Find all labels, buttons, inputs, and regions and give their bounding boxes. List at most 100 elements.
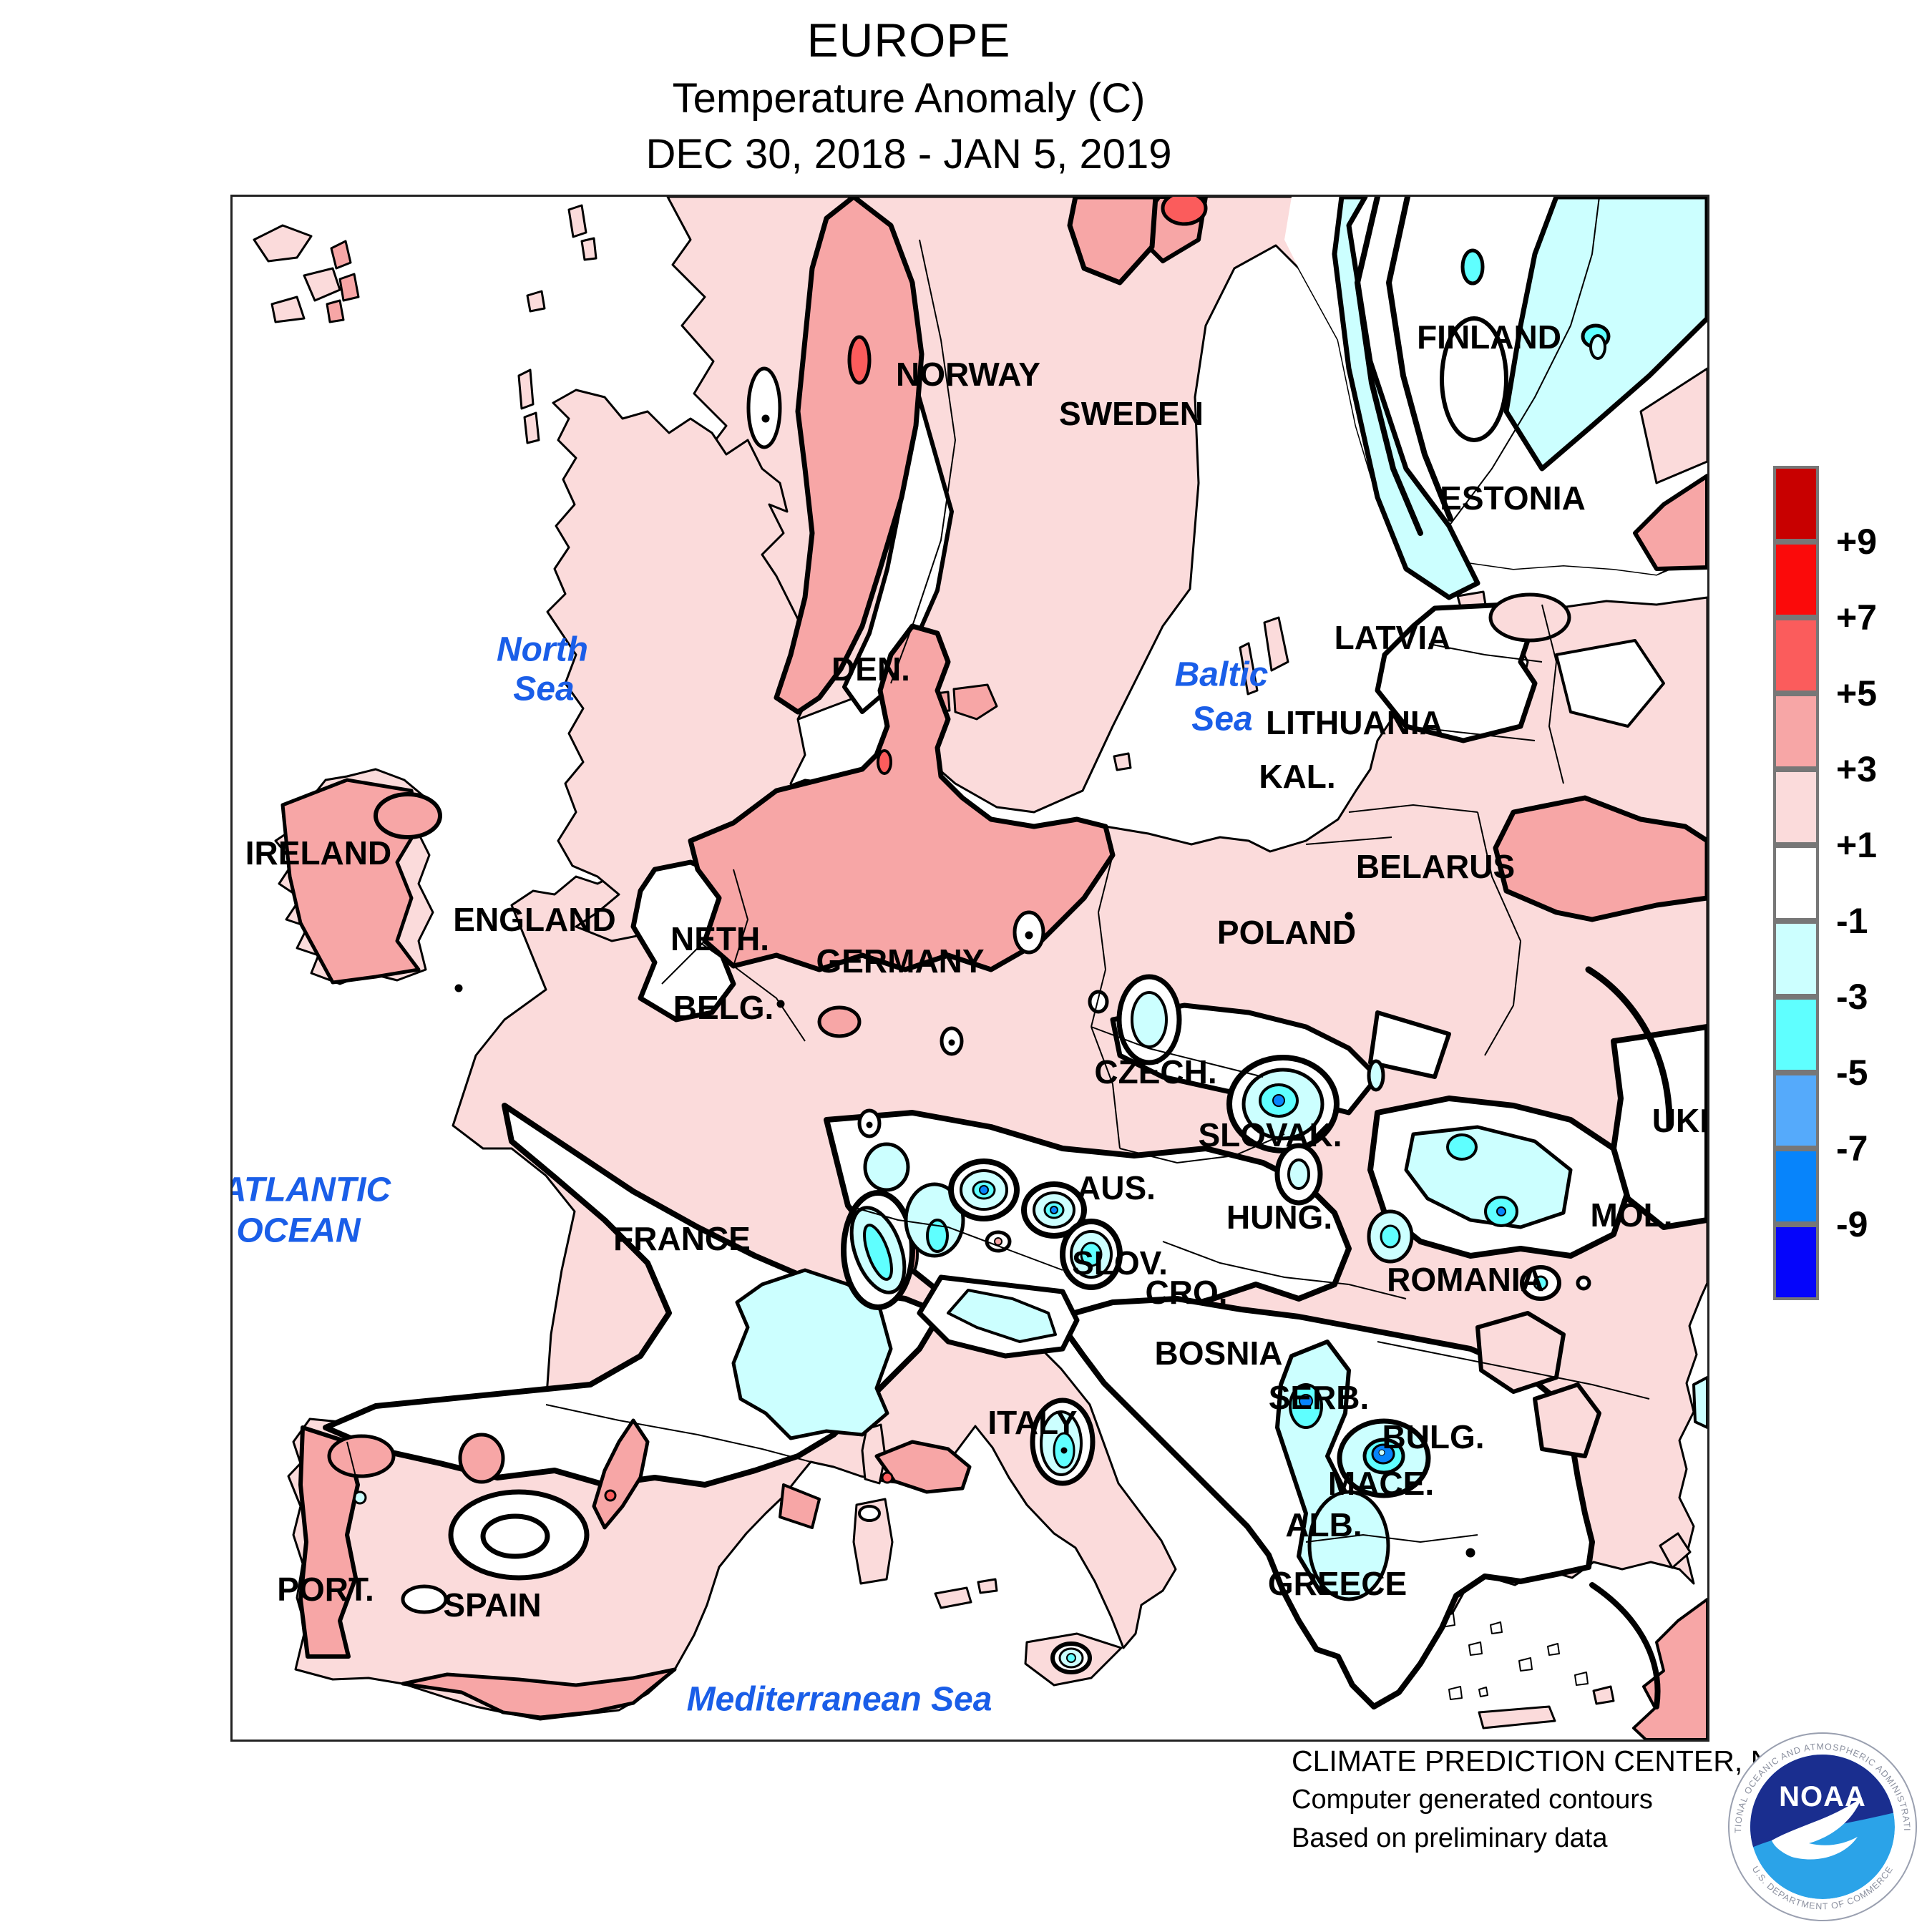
- logo-emblem: [1750, 1755, 1895, 1899]
- border-latvia-lithuania: [1405, 726, 1536, 741]
- salmon-spain-nw-blob: [327, 1434, 396, 1478]
- border-kal-poland: [1305, 836, 1392, 845]
- legend-swatch-ltm9: [1773, 1224, 1819, 1300]
- salmon-belarus-blob: [1493, 795, 1707, 922]
- map-canvas: [233, 197, 1707, 1740]
- salmon-russia-east-edge: [1633, 474, 1707, 571]
- label-hungary: HUNG.: [1226, 1199, 1333, 1236]
- legend-swatch-5-7: [1773, 618, 1819, 693]
- white-poland-corridor: [1368, 1010, 1451, 1079]
- border-poland-czech: [1091, 1026, 1264, 1078]
- white-pskov: [1555, 639, 1665, 728]
- legend-tick-p7: +7: [1836, 597, 1878, 638]
- blue-dot-tatra: [1272, 1094, 1285, 1107]
- cyan-dot-sicily: [1066, 1653, 1076, 1663]
- label-austria: AUS.: [1077, 1169, 1156, 1206]
- border-spain-portugal: [338, 1441, 359, 1657]
- border-estonia-latvia: [1428, 643, 1543, 663]
- label-croatia: CRO.: [1145, 1274, 1228, 1311]
- label-macedonia: MACE.: [1327, 1465, 1435, 1502]
- white-finland-hole: [1440, 316, 1508, 442]
- salmon-catalonia: [779, 1483, 821, 1529]
- label-kaliningrad: KAL.: [1259, 758, 1336, 795]
- contour-finland-diagonal-1: [1354, 197, 1423, 536]
- cyan-romania-1: [1446, 1133, 1478, 1161]
- white-dot-bulgaria: [1378, 1449, 1385, 1456]
- island-balearics: [934, 1578, 998, 1609]
- ring-dot-germany-1-core: [1025, 931, 1033, 940]
- label-albania: ALB.: [1285, 1506, 1362, 1543]
- label-sweden: SWEDEN: [1059, 395, 1204, 432]
- border-germany-czech: [1091, 1026, 1121, 1149]
- ring-dot-layer: [454, 366, 1475, 1559]
- dot-aegean: [1465, 1548, 1475, 1558]
- label-spain: SPAIN: [443, 1586, 542, 1624]
- legend-tick-p5: +5: [1836, 673, 1878, 713]
- legend-tick-m1: -1: [1836, 901, 1868, 941]
- salmon-germany-south-spot: [817, 1005, 862, 1038]
- island-crimea-blob: [1659, 1532, 1692, 1569]
- dot-poland-ne: [1345, 912, 1353, 920]
- red-core-layer: [604, 197, 1208, 1502]
- red-core-norway: [847, 335, 872, 385]
- island-shetland-orkney: [526, 204, 597, 313]
- salmon-spain-center-blob: [458, 1433, 505, 1484]
- salmon-spain-diagonal: [592, 1418, 650, 1530]
- page-date-range: DEC 30, 2018 - JAN 5, 2019: [645, 131, 1172, 177]
- cyan-alps-c: [926, 1219, 949, 1253]
- lightcyan-small-east: [1367, 1059, 1385, 1092]
- label-north-sea-1: North: [497, 630, 588, 669]
- legend-swatch-m7-m9: [1773, 1148, 1819, 1224]
- legend-swatch-1-3: [1773, 769, 1819, 845]
- label-baltic-sea-1: Baltic: [1174, 655, 1269, 694]
- contour-finland-diagonal-2: [1385, 197, 1453, 522]
- legend-swatch-3-5: [1773, 693, 1819, 769]
- blue-dot-alps-e: [1050, 1206, 1058, 1214]
- seagull-icon: [1772, 1797, 1862, 1860]
- border-france-alps: [847, 1205, 1063, 1271]
- pink-dot-alps: [994, 1237, 1002, 1246]
- red-core-lapland: [1161, 197, 1208, 226]
- blue-dot-romania: [1496, 1206, 1506, 1216]
- label-ukraine: UKR.: [1652, 1102, 1707, 1139]
- pink-dobruja-wedge: [1533, 1382, 1601, 1458]
- legend-tick-p3: +3: [1836, 749, 1878, 789]
- border-norway-sweden: [890, 239, 957, 684]
- ring-dot-moldova: [1576, 1275, 1591, 1291]
- island-faroes: [326, 240, 360, 323]
- cyan-slovenia: [1080, 1241, 1103, 1267]
- border-layer: [338, 197, 1650, 1657]
- legend-swatch-7-9: [1773, 542, 1819, 618]
- label-ireland: IRELAND: [245, 834, 392, 872]
- border-czech-austria: [1119, 1133, 1285, 1164]
- border-finland-russia: [1448, 197, 1600, 527]
- island-bornholm: [1113, 752, 1132, 771]
- label-netherlands: NETH.: [670, 920, 769, 957]
- contour-aegean-sweep: [1589, 1582, 1661, 1709]
- salmon-nireland-spot: [374, 792, 442, 839]
- cyan-alps-a: [863, 1224, 893, 1281]
- lightcyan-hungary-n: [1287, 1158, 1310, 1190]
- label-finland: FINLAND: [1417, 318, 1561, 356]
- border-poland-east: [1477, 811, 1522, 1056]
- logo-sky: [1750, 1755, 1895, 1848]
- label-north-sea-2: Sea: [513, 670, 575, 708]
- white-ukraine-east: [1611, 1024, 1707, 1230]
- black-dot-italy: [1060, 1447, 1068, 1454]
- attribution-method: Computer generated contours: [1292, 1785, 1653, 1815]
- cyan-finland-spot-1: [1460, 248, 1485, 286]
- cold-blob-layer: [353, 197, 1707, 1674]
- lightcyan-po-valley: [947, 1289, 1057, 1343]
- legend-swatch-m3-m5: [1773, 997, 1819, 1073]
- label-bosnia: BOSNIA: [1154, 1335, 1283, 1372]
- border-benelux: [661, 869, 806, 1042]
- label-belarus: BELARUS: [1355, 848, 1516, 885]
- legend-tick-m9: -9: [1836, 1204, 1868, 1244]
- island-crete-rhodes: [1478, 1685, 1615, 1729]
- label-atlantic-2: OCEAN: [236, 1211, 361, 1250]
- label-bulgaria: BULG.: [1382, 1418, 1485, 1455]
- cyan-speck-galicia: [353, 1491, 367, 1505]
- lightcyan-czech: [1131, 991, 1168, 1048]
- dot-norway-west-core: [761, 414, 770, 423]
- page-title: EUROPE: [806, 14, 1011, 67]
